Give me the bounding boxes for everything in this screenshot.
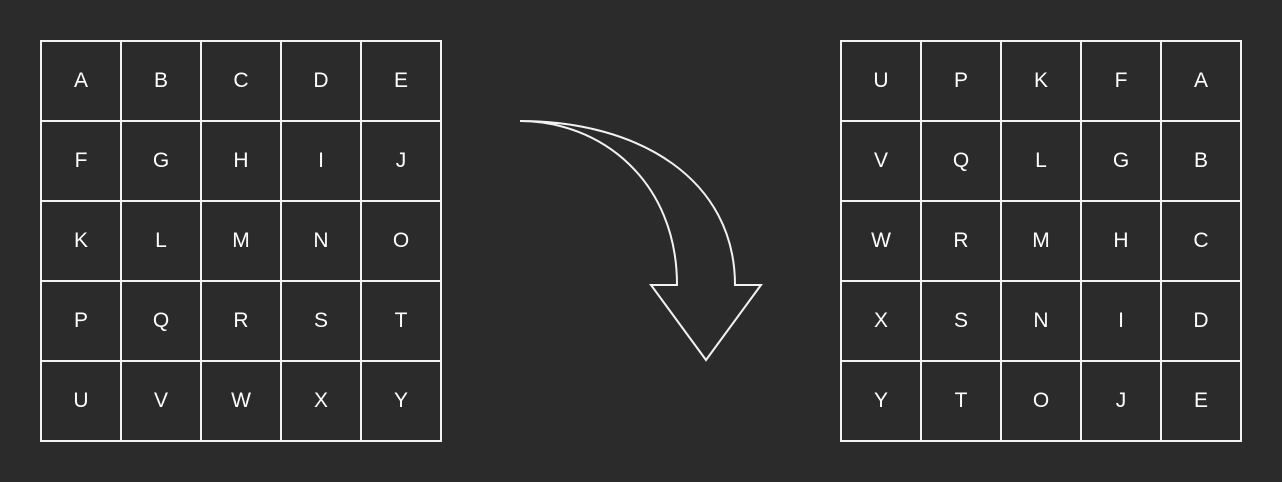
matrix-cell: I [1082, 282, 1162, 362]
matrix-cell: F [1082, 42, 1162, 122]
matrix-cell: W [842, 202, 922, 282]
matrix-cell: D [1162, 282, 1242, 362]
matrix-cell: H [1082, 202, 1162, 282]
matrix-cell: M [1002, 202, 1082, 282]
matrix-cell: U [842, 42, 922, 122]
matrix-cell: V [842, 122, 922, 202]
matrix-cell: X [842, 282, 922, 362]
matrix-cell: L [1002, 122, 1082, 202]
matrix-cell: O [1002, 362, 1082, 442]
matrix-cell: C [1162, 202, 1242, 282]
curved-arrow-down-icon [520, 121, 761, 360]
matrix-cell: T [922, 362, 1002, 442]
matrix-cell: K [1002, 42, 1082, 122]
matrix-cell: A [1162, 42, 1242, 122]
matrix-cell: P [922, 42, 1002, 122]
matrix-cell: G [1082, 122, 1162, 202]
matrix-cell: R [922, 202, 1002, 282]
matrix-cell: E [1162, 362, 1242, 442]
matrix-cell: B [1162, 122, 1242, 202]
matrix-cell: Y [842, 362, 922, 442]
matrix-cell: N [1002, 282, 1082, 362]
matrix-cell: Q [922, 122, 1002, 202]
matrix-cell: S [922, 282, 1002, 362]
matrix-cell: J [1082, 362, 1162, 442]
